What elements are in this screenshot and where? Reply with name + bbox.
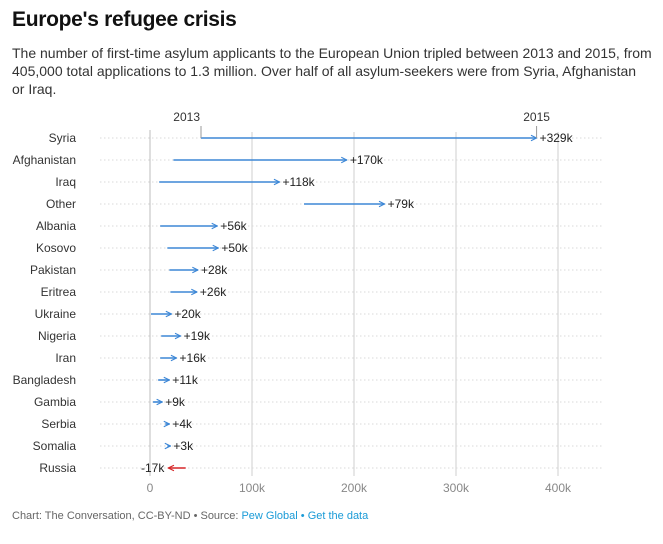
country-label: Other xyxy=(46,197,76,211)
country-label: Kosovo xyxy=(36,241,76,255)
change-label: +3k xyxy=(173,439,194,453)
change-label: +9k xyxy=(165,395,186,409)
country-label: Iran xyxy=(55,351,76,365)
change-label: +28k xyxy=(201,263,228,277)
country-label: Ukraine xyxy=(35,307,77,321)
x-tick-label: 100k xyxy=(239,481,266,495)
country-label: Somalia xyxy=(33,439,77,453)
change-label: +26k xyxy=(200,285,227,299)
change-label: +56k xyxy=(220,219,247,233)
change-label: -17k xyxy=(141,461,165,475)
change-label: +16k xyxy=(180,351,207,365)
change-label: +20k xyxy=(174,307,201,321)
x-tick-label: 200k xyxy=(341,481,368,495)
country-label: Russia xyxy=(39,461,76,475)
country-label: Iraq xyxy=(55,175,76,189)
change-label: +4k xyxy=(172,417,193,431)
change-label: +79k xyxy=(388,197,415,211)
x-tick-label: 400k xyxy=(545,481,572,495)
country-label: Eritrea xyxy=(41,285,77,299)
footer-separator: • xyxy=(297,510,308,522)
change-label: +50k xyxy=(221,241,248,255)
change-label: +11k xyxy=(172,373,198,387)
chart-footer: Chart: The Conversation, CC-BY-ND • Sour… xyxy=(12,510,368,522)
annotation-2013: 2013 xyxy=(173,110,200,124)
source-link[interactable]: Pew Global xyxy=(241,510,298,522)
chart-title: Europe's refugee crisis xyxy=(12,8,237,31)
change-label: +329k xyxy=(540,131,574,145)
country-label: Albania xyxy=(36,219,76,233)
country-label: Gambia xyxy=(34,395,76,409)
country-label: Serbia xyxy=(41,417,76,431)
x-tick-label: 300k xyxy=(443,481,470,495)
get-data-link[interactable]: Get the data xyxy=(307,510,369,522)
chart-subtitle: The number of first-time asylum applican… xyxy=(12,45,652,97)
country-label: Syria xyxy=(49,131,77,145)
annotation-2015: 2015 xyxy=(523,110,550,124)
country-label: Afghanistan xyxy=(13,153,76,167)
change-label: +118k xyxy=(283,175,316,189)
country-label: Pakistan xyxy=(30,263,76,277)
change-label: +170k xyxy=(350,153,384,167)
country-label: Nigeria xyxy=(38,329,76,343)
footer-credit: Chart: The Conversation, CC-BY-ND • Sour… xyxy=(12,510,242,522)
x-tick-label: 0 xyxy=(147,481,154,495)
country-label: Bangladesh xyxy=(13,373,76,387)
change-label: +19k xyxy=(184,329,211,343)
